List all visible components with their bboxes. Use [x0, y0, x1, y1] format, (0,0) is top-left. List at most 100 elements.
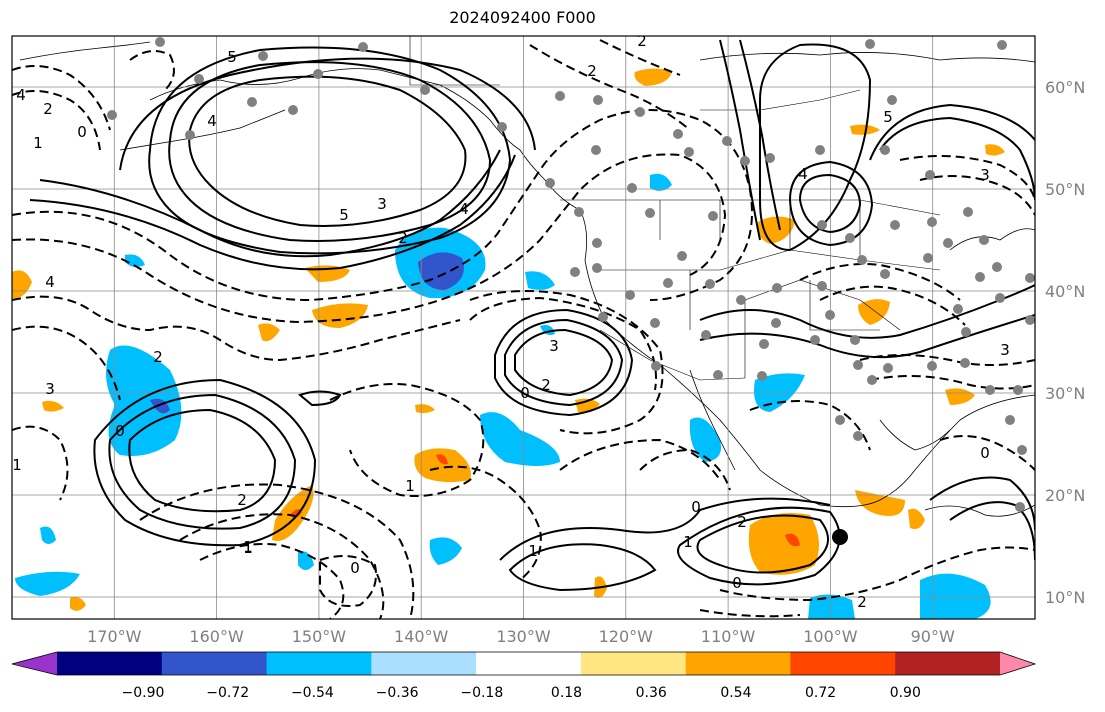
- contour-label: 1: [528, 542, 538, 560]
- anomaly-patch: [689, 417, 721, 462]
- contour-line: [869, 103, 1035, 161]
- lat-label: 40°N: [1045, 282, 1085, 301]
- anomaly-patch: [525, 271, 555, 290]
- anomaly-patch: [634, 68, 672, 86]
- colorbar-extend-low: [12, 652, 57, 675]
- contour-label: 3: [377, 195, 387, 213]
- contour-line: [29, 154, 516, 271]
- contour-line: [188, 75, 467, 227]
- contour-label: 3: [45, 380, 55, 398]
- contour-label: 1: [243, 538, 253, 556]
- lon-label: 110°W: [701, 627, 756, 646]
- lat-label: 20°N: [1045, 486, 1085, 505]
- contour-label: 4: [459, 200, 469, 218]
- anomaly-patch: [985, 144, 1005, 156]
- anomaly-patch: [748, 512, 819, 575]
- colorbar-cell: [371, 652, 477, 675]
- latitude-labels: 60°N 50°N 40°N 30°N 20°N 10°N: [1045, 78, 1085, 607]
- contour-label: 4: [798, 165, 808, 183]
- contour-labels: 5 4 2 0 1 4 5 3 2 4 3 2 0 3 2 1 0 1 0 1 …: [12, 36, 1010, 611]
- colorbar-tick-label: 0.36: [636, 685, 667, 701]
- anomaly-patch: [436, 454, 448, 465]
- map-panel: 5 4 2 0 1 4 5 3 2 4 3 2 0 3 2 1 0 1 0 1 …: [12, 36, 1035, 619]
- colorbar-cell: [161, 652, 268, 675]
- contour-line: [739, 39, 781, 231]
- contour-label: 5: [227, 48, 237, 66]
- contour-line: [319, 555, 377, 607]
- colorbar-tick-label: 0.54: [720, 685, 751, 701]
- colorbar-cell: [57, 652, 163, 675]
- colorbar-tick-label: −0.72: [206, 685, 249, 701]
- contour-label: 0: [520, 384, 530, 402]
- contour-line: [929, 476, 1035, 531]
- contour-label: 0: [115, 422, 125, 440]
- contour-line: [798, 173, 862, 234]
- contour-label: 0: [980, 444, 990, 462]
- colorbar-tick-label: 0.90: [890, 685, 921, 701]
- contour-line: [859, 354, 1035, 366]
- contour-line: [12, 325, 121, 401]
- lon-label: 100°W: [803, 627, 858, 646]
- contour-line: [128, 408, 277, 513]
- lat-label: 50°N: [1045, 180, 1085, 199]
- contour-line: [12, 425, 69, 501]
- colorbar-tick-label: −0.90: [122, 685, 165, 701]
- contour-line: [168, 61, 492, 242]
- anomaly-patch: [415, 404, 435, 414]
- anomaly-patch: [106, 345, 182, 456]
- colorbar-cell: [685, 652, 791, 675]
- contour-line: [677, 506, 841, 586]
- map-title: 2024092400 F000: [449, 8, 596, 27]
- contour-line: [12, 153, 727, 324]
- lat-label: 60°N: [1045, 78, 1085, 97]
- anomaly-patch: [429, 537, 462, 565]
- contour-line: [719, 39, 761, 241]
- contour-line: [469, 290, 664, 435]
- contour-label: 1: [405, 477, 415, 495]
- lon-label: 150°W: [292, 627, 347, 646]
- positive-contours: [29, 39, 1035, 592]
- colorbar-cells: [12, 652, 1035, 675]
- contour-line: [719, 546, 1035, 602]
- contour-line: [139, 483, 415, 619]
- contour-label: 2: [737, 513, 747, 531]
- contour-line: [559, 438, 721, 481]
- contour-line: [129, 50, 175, 91]
- contour-label: 3: [980, 166, 990, 184]
- colorbar-tick-label: −0.18: [460, 685, 503, 701]
- contour-line: [469, 296, 657, 391]
- anomaly-patch: [15, 571, 80, 596]
- contour-line: [504, 318, 624, 407]
- contour-line: [298, 390, 342, 407]
- contour-line: [199, 543, 345, 619]
- contour-label: 1: [243, 539, 253, 557]
- longitude-labels: 170°W 160°W 150°W 140°W 130°W 120°W 110°…: [87, 627, 955, 646]
- colorbar: −0.90 −0.72 −0.54 −0.36 −0.18 0.18 0.36 …: [11, 651, 1037, 701]
- contour-line: [819, 285, 966, 326]
- coastlines: [19, 41, 1035, 517]
- contour-label: 4: [45, 273, 55, 291]
- contour-line: [12, 109, 753, 302]
- contour-line: [179, 513, 385, 619]
- anomaly-patch: [540, 325, 555, 335]
- colorbar-tick-label: −0.36: [376, 685, 419, 701]
- contour-label: 2: [541, 376, 551, 394]
- contour-label: 0: [691, 498, 701, 516]
- negative-contours: [12, 39, 1035, 619]
- lon-label: 120°W: [599, 627, 654, 646]
- anomaly-patch: [855, 490, 905, 516]
- anomaly-patch: [125, 254, 145, 267]
- contour-line: [949, 501, 1035, 561]
- lat-label: 30°N: [1045, 384, 1085, 403]
- colorbar-tick-label: 0.18: [551, 685, 582, 701]
- contour-line: [699, 284, 1035, 339]
- anomaly-patch: [42, 400, 64, 412]
- colorbar-outline: [11, 651, 1037, 676]
- map-gridlines: [12, 36, 1035, 619]
- anomaly-patch: [808, 594, 855, 619]
- colorbar-tick-label: −0.54: [291, 685, 334, 701]
- contour-label: 4: [16, 86, 26, 104]
- contour-label: 0: [732, 574, 742, 592]
- contour-label: 5: [883, 108, 893, 126]
- colorbar-tick-label: 0.72: [805, 685, 836, 701]
